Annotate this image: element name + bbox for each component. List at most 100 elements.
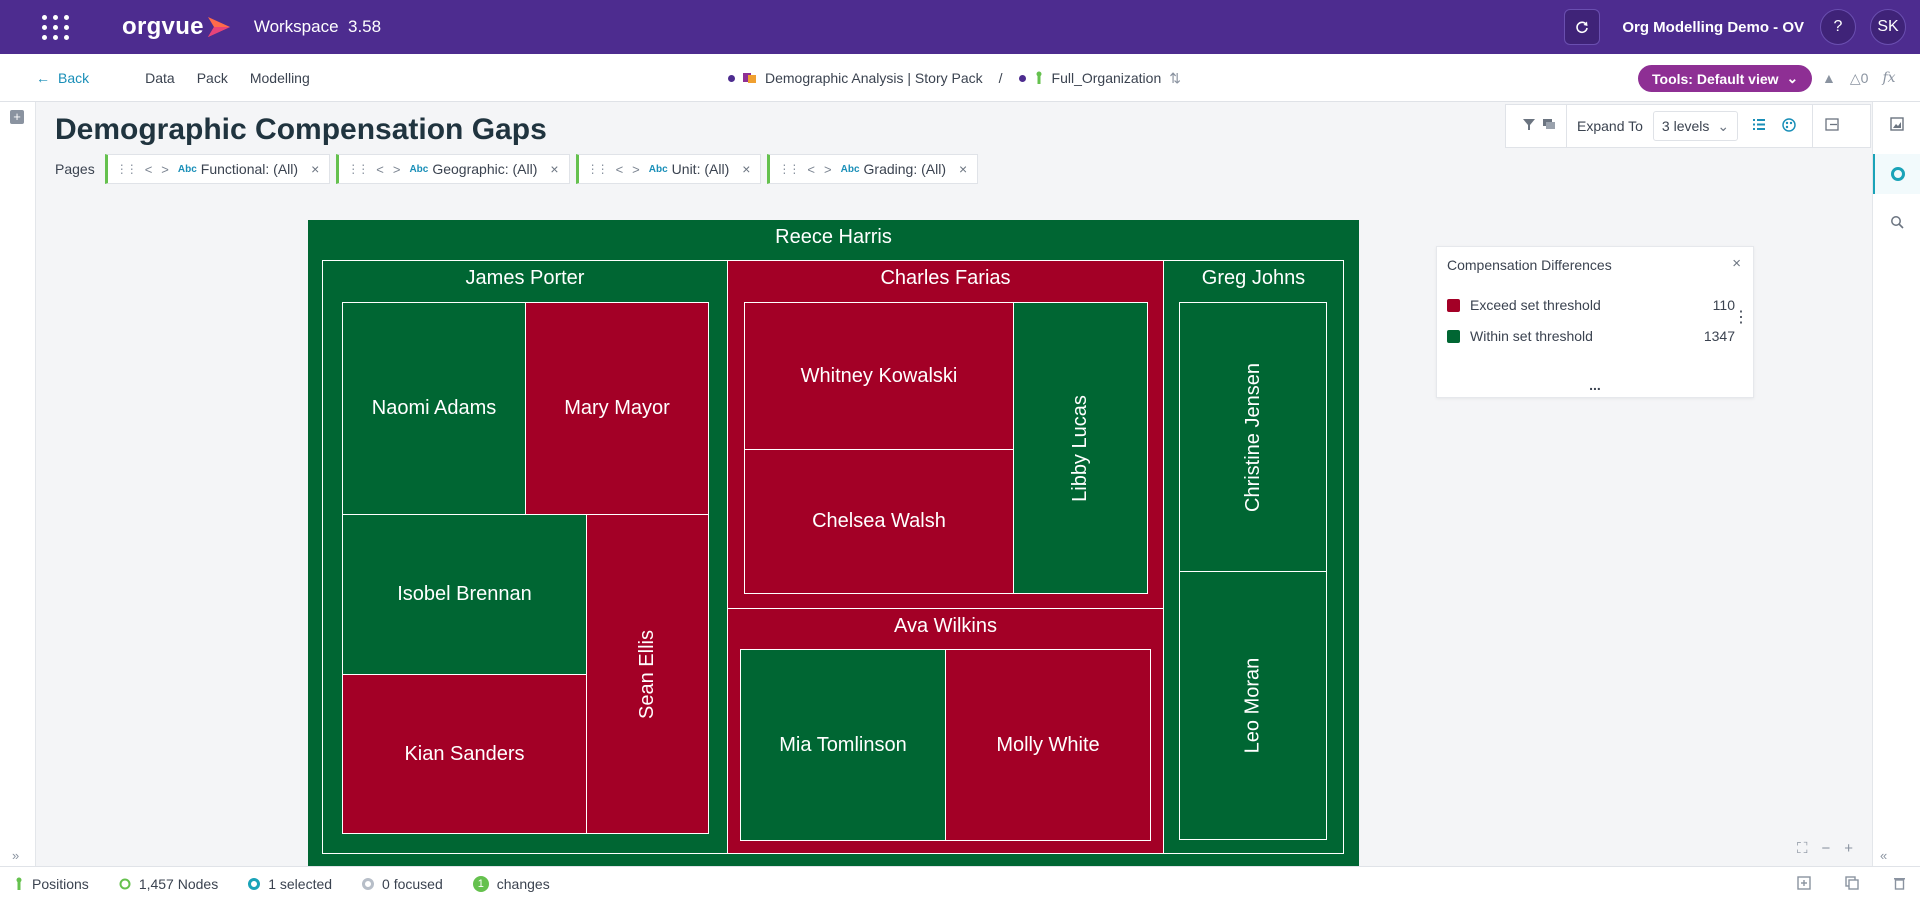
chevron-left-icon[interactable]: < xyxy=(615,161,624,177)
filter-icon[interactable] xyxy=(1522,118,1536,134)
treemap-node-mary-mayor[interactable]: Mary Mayor xyxy=(525,302,709,515)
bullet-icon xyxy=(1018,74,1026,82)
treemap-node-james-porter[interactable]: James Porter Naomi Adams Mary Mayor Isob… xyxy=(322,260,728,854)
drag-handle-icon[interactable]: ⋮⋮ xyxy=(115,162,138,176)
close-icon[interactable]: × xyxy=(958,161,968,177)
legend-item-count: 1347 xyxy=(1703,328,1735,344)
treemap-node-isobel-brennan[interactable]: Isobel Brennan xyxy=(342,514,587,675)
flask-icon[interactable]: △0 xyxy=(1849,69,1869,86)
palette-icon[interactable] xyxy=(1782,117,1796,135)
nav-pack[interactable]: Pack xyxy=(196,69,228,86)
treemap-node-mia-tomlinson[interactable]: Mia Tomlinson xyxy=(740,649,946,841)
treemap-node-kian-sanders[interactable]: Kian Sanders xyxy=(342,674,587,834)
treemap-node-christine-jensen[interactable]: Christine Jensen xyxy=(1179,302,1327,572)
close-icon[interactable]: × xyxy=(550,161,559,177)
comments-icon[interactable] xyxy=(1542,118,1556,134)
sync-button[interactable] xyxy=(1564,9,1601,45)
treemap-node-charles-farias[interactable]: Charles Farias Whitney Kowalski Chelsea … xyxy=(727,260,1164,609)
treemap-node-naomi-adams[interactable]: Naomi Adams xyxy=(342,302,526,515)
status-changes[interactable]: 1 changes xyxy=(472,876,550,892)
filter-chip-functional[interactable]: ⋮⋮ < > Abc Functional: (All) × xyxy=(104,154,331,184)
tools-view-dropdown[interactable]: Tools: Default view ⌄ xyxy=(1638,65,1813,92)
filter-chip-unit[interactable]: ⋮⋮ < > Abc Unit: (All) × xyxy=(575,154,762,184)
trash-icon[interactable] xyxy=(1893,876,1906,893)
close-icon[interactable]: × xyxy=(1732,255,1741,272)
selected-icon xyxy=(248,878,261,890)
expand-level-select[interactable]: 3 levels ⌄ xyxy=(1652,111,1739,141)
legend-item-label: Within set threshold xyxy=(1470,328,1593,344)
chevron-left-icon[interactable]: < xyxy=(144,161,153,177)
legend-item-label: Exceed set threshold xyxy=(1470,297,1601,313)
chevron-right-icon[interactable]: > xyxy=(392,161,401,177)
crumb-dataset[interactable]: Full_Organization xyxy=(1051,70,1162,86)
back-button[interactable]: ← Back xyxy=(36,70,89,86)
toolbar-divider xyxy=(1812,104,1814,148)
nav-modelling[interactable]: Modelling xyxy=(249,69,310,86)
filter-chip-grading[interactable]: ⋮⋮ < > Abc Grading: (All) × xyxy=(767,154,979,184)
status-positions-label: Positions xyxy=(32,876,89,892)
kebab-menu-icon[interactable]: ⋮ xyxy=(1733,309,1749,326)
arrow-left-icon: ← xyxy=(36,69,50,86)
list-view-icon[interactable] xyxy=(1752,118,1766,134)
status-positions[interactable]: Positions xyxy=(14,876,89,892)
status-nodes[interactable]: 1,457 Nodes xyxy=(119,876,218,892)
close-icon[interactable]: × xyxy=(742,161,751,177)
status-selected[interactable]: 1 selected xyxy=(248,876,332,892)
treemap-node-libby-lucas[interactable]: Libby Lucas xyxy=(1013,302,1148,594)
expand-left-icon[interactable]: » xyxy=(12,848,20,863)
app-grid-icon[interactable] xyxy=(40,11,72,43)
chevron-left-icon[interactable]: < xyxy=(807,161,816,177)
copy-icon[interactable] xyxy=(1845,876,1859,893)
treemap-node-chelsea-walsh[interactable]: Chelsea Walsh xyxy=(744,449,1014,594)
swap-icon[interactable]: ⇅ xyxy=(1169,69,1181,86)
workspace-title: Workspace 3.58 xyxy=(254,17,381,37)
image-icon[interactable] xyxy=(1873,104,1920,144)
treemap-node-whitney-kowalski[interactable]: Whitney Kowalski xyxy=(744,302,1014,450)
treemap-node-reece-harris[interactable]: Reece Harris James Porter Naomi Adams Ma… xyxy=(308,220,1359,866)
treemap-node-greg-johns[interactable]: Greg Johns Christine Jensen Leo Moran xyxy=(1163,260,1344,854)
zoom-in-icon[interactable]: + xyxy=(1844,840,1854,857)
dataset-name[interactable]: Org Modelling Demo - OV xyxy=(1622,18,1804,36)
workspace-version: 3.58 xyxy=(348,17,382,36)
formula-icon[interactable]: fx xyxy=(1882,70,1896,86)
fit-screen-icon[interactable]: ⛶ xyxy=(1797,840,1808,857)
pin-icon[interactable]: ▲ xyxy=(1822,70,1836,86)
close-icon[interactable]: × xyxy=(311,161,320,177)
drag-handle-icon[interactable]: ⋮⋮ xyxy=(778,162,800,176)
zoom-out-icon[interactable]: − xyxy=(1821,840,1831,857)
node-label: James Porter xyxy=(465,267,585,289)
treemap-node-sean-ellis[interactable]: Sean Ellis xyxy=(586,514,709,834)
filter-label: Grading: (All) xyxy=(863,161,946,177)
filter-chip-geographic[interactable]: ⋮⋮ < > Abc Geographic: (All) × xyxy=(336,154,570,184)
user-avatar[interactable]: SK xyxy=(1870,9,1906,45)
add-panel-icon[interactable]: + xyxy=(10,110,24,124)
legend-more-button[interactable]: ... xyxy=(1589,377,1601,393)
treemap-node-ava-wilkins[interactable]: Ava Wilkins Mia Tomlinson Molly White xyxy=(727,608,1164,854)
text-type-icon: Abc xyxy=(648,163,668,175)
treemap-node-molly-white[interactable]: Molly White xyxy=(945,649,1151,841)
treemap-node-leo-moran[interactable]: Leo Moran xyxy=(1179,571,1327,840)
orgvue-logo[interactable]: orgvue xyxy=(122,13,232,41)
drag-handle-icon[interactable]: ⋮⋮ xyxy=(347,162,369,176)
add-node-icon[interactable] xyxy=(1797,876,1811,893)
properties-panel-icon[interactable] xyxy=(1873,154,1920,194)
chevron-right-icon[interactable]: > xyxy=(824,161,832,177)
expand-to-label: Expand To xyxy=(1577,118,1643,134)
legend-item-exceed[interactable]: Exceed set threshold 110 xyxy=(1447,295,1735,315)
chevron-right-icon[interactable]: > xyxy=(161,161,169,177)
chevron-right-icon[interactable]: > xyxy=(632,161,640,177)
legend-item-within[interactable]: Within set threshold 1347 xyxy=(1447,326,1735,346)
status-focused[interactable]: 0 focused xyxy=(362,876,443,892)
nav-data[interactable]: Data xyxy=(145,69,175,86)
drag-handle-icon[interactable]: ⋮⋮ xyxy=(586,162,609,176)
search-icon[interactable] xyxy=(1873,202,1920,242)
status-nodes-label: 1,457 Nodes xyxy=(138,876,219,892)
bullet-icon xyxy=(728,74,735,82)
collapse-right-icon[interactable]: « xyxy=(1880,848,1888,863)
node-label: Naomi Adams xyxy=(371,397,497,419)
focused-icon xyxy=(362,878,375,890)
chevron-left-icon[interactable]: < xyxy=(376,161,384,177)
help-button[interactable]: ? xyxy=(1820,9,1856,45)
crumb-story-pack[interactable]: Demographic Analysis | Story Pack xyxy=(765,70,983,86)
export-icon[interactable] xyxy=(1825,118,1839,134)
